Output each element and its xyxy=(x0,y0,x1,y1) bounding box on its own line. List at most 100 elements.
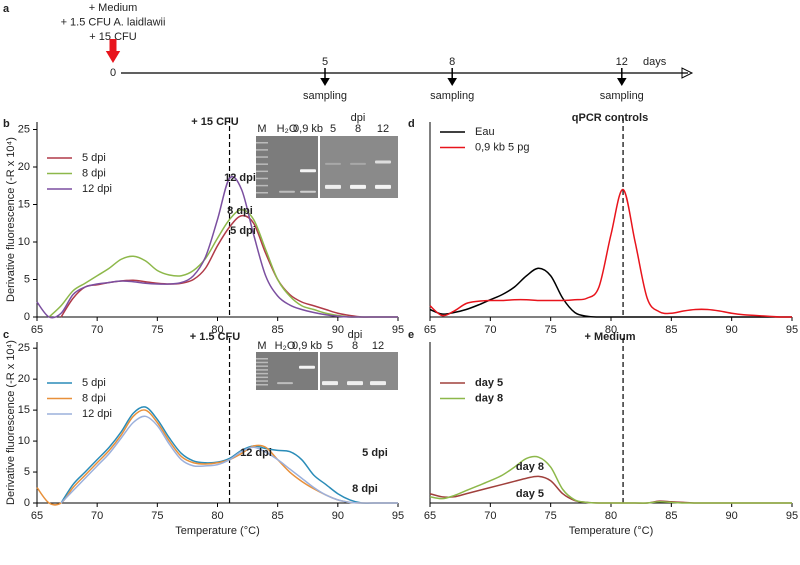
x-tick-label: 75 xyxy=(151,324,163,336)
x-tick-label: 90 xyxy=(332,510,344,522)
legend-label: 5 dpi xyxy=(82,377,106,389)
start-arrowhead xyxy=(105,51,121,63)
panel-letter: a xyxy=(3,3,10,15)
annotation: 8 dpi xyxy=(227,205,253,217)
series-line xyxy=(48,208,398,318)
y-tick-label: 5 xyxy=(24,273,30,285)
y-tick-label: 10 xyxy=(18,236,30,248)
treatment-label: + Medium xyxy=(89,2,138,14)
treatment-label: + 1.5 CFU A. laidlawii xyxy=(61,16,166,28)
annotation: 12 dpi xyxy=(224,172,256,184)
annotation: 12 dpi xyxy=(240,447,272,459)
x-tick-label: 75 xyxy=(545,510,557,522)
x-tick-label: 90 xyxy=(726,510,738,522)
x-tick-label: 70 xyxy=(484,510,496,522)
panel-title: + 15 CFU xyxy=(191,116,238,128)
panel-title: qPCR controls xyxy=(572,112,648,124)
panel-title: + Medium xyxy=(584,331,635,343)
annotation: 5 dpi xyxy=(230,225,256,237)
series-line xyxy=(36,175,398,319)
x-tick-label: 70 xyxy=(484,324,496,336)
gel-lane-label: H₂O xyxy=(277,123,298,135)
annotation: 5 dpi xyxy=(362,447,388,459)
x-tick-label: 95 xyxy=(786,510,798,522)
legend-label: Eau xyxy=(475,126,495,138)
y-tick-label: 15 xyxy=(18,404,30,416)
x-tick-label: 80 xyxy=(211,324,223,336)
series-line xyxy=(429,455,792,504)
sampling-label: sampling xyxy=(430,90,474,102)
series-line xyxy=(60,415,398,504)
gel-lane-label: M xyxy=(257,340,266,352)
ladder-band xyxy=(256,177,268,180)
ladder-band xyxy=(256,156,268,158)
gel-band xyxy=(299,365,315,369)
start-label: 0 xyxy=(110,67,116,79)
y-tick-label: 10 xyxy=(18,435,30,447)
y-tick-label: 20 xyxy=(18,373,30,385)
legend-label: day 8 xyxy=(475,392,503,404)
timeline-arrowhead xyxy=(681,67,694,79)
unit-label: days xyxy=(643,56,667,68)
gel-band xyxy=(375,160,391,164)
panel-letter: d xyxy=(408,118,415,130)
y-tick-label: 25 xyxy=(18,123,30,135)
series-line xyxy=(60,406,398,504)
panel-title: + 1.5 CFU xyxy=(190,331,240,343)
x-tick-label: 75 xyxy=(151,510,163,522)
ladder-band xyxy=(256,184,268,187)
series-line xyxy=(36,409,398,506)
ladder-band xyxy=(256,384,268,386)
gel-group-label: dpi xyxy=(351,112,366,124)
x-tick-label: 75 xyxy=(545,324,557,336)
series-line xyxy=(429,188,793,318)
sampling-arrowhead xyxy=(617,78,627,86)
day-label: 8 xyxy=(449,56,455,68)
legend-label: day 5 xyxy=(475,377,503,389)
panel-letter: c xyxy=(3,329,9,341)
series-line xyxy=(429,475,792,504)
legend-label: 0,9 kb 5 pg xyxy=(475,141,529,153)
sampling-arrowhead xyxy=(447,78,457,86)
gel-band xyxy=(300,169,316,173)
gel-band xyxy=(325,162,341,165)
gel-lane-label: 12 xyxy=(372,340,384,352)
x-axis-label: Temperature (°C) xyxy=(175,525,259,537)
y-tick-label: 5 xyxy=(24,466,30,478)
y-tick-label: 0 xyxy=(24,311,30,323)
x-tick-label: 85 xyxy=(272,510,284,522)
sampling-label: sampling xyxy=(303,90,347,102)
ladder-band xyxy=(256,365,268,367)
gel-band xyxy=(277,382,293,385)
gel-band xyxy=(300,190,316,193)
x-tick-label: 65 xyxy=(31,510,43,522)
annotation: day 5 xyxy=(516,488,544,500)
panel-letter: b xyxy=(3,118,10,130)
x-tick-label: 85 xyxy=(665,510,677,522)
series-line xyxy=(429,267,792,318)
ladder-band xyxy=(256,163,268,165)
ladder-band xyxy=(256,361,268,364)
gel-lane-label: 0,9 kb xyxy=(293,123,323,135)
legend-label: 12 dpi xyxy=(82,408,112,420)
x-tick-label: 95 xyxy=(786,324,798,336)
sampling-arrowhead xyxy=(320,78,330,86)
legend-label: 8 dpi xyxy=(82,167,106,179)
annotation: day 8 xyxy=(516,461,544,473)
sampling-label: sampling xyxy=(600,90,644,102)
x-tick-label: 90 xyxy=(726,324,738,336)
gel-lane-label: 12 xyxy=(377,123,389,135)
gel-band xyxy=(279,190,295,193)
ladder-band xyxy=(256,149,268,151)
x-tick-label: 80 xyxy=(605,510,617,522)
day-label: 12 xyxy=(616,56,628,68)
gel-band xyxy=(322,381,338,386)
gel-band xyxy=(350,162,366,165)
x-axis-label: Temperature (°C) xyxy=(569,525,653,537)
x-tick-label: 80 xyxy=(211,510,223,522)
y-axis-label: Derivative fluorescence (-R x 10⁴) xyxy=(5,137,17,302)
x-tick-label: 70 xyxy=(91,510,103,522)
ladder-band xyxy=(256,358,268,360)
y-axis-label: Derivative fluorescence (-R x 10⁴) xyxy=(5,340,17,505)
